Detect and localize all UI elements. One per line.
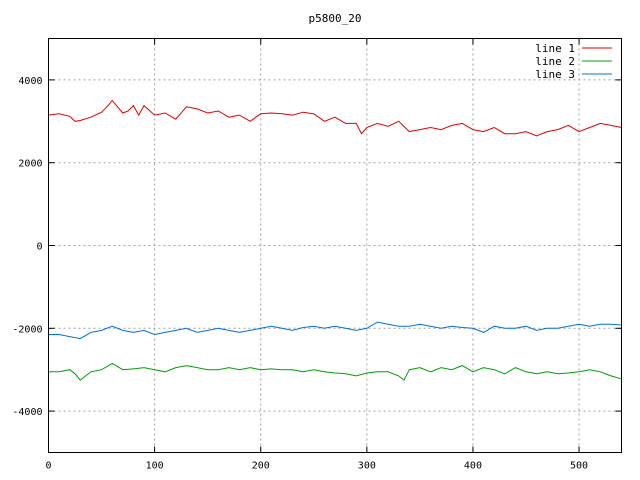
legend-label: line 3 xyxy=(535,68,575,81)
x-tick-label: 0 xyxy=(45,461,51,472)
x-tick-label: 500 xyxy=(570,461,588,472)
y-tick-label: -2000 xyxy=(12,324,42,335)
x-tick-label: 100 xyxy=(146,461,164,472)
grid-layer xyxy=(48,38,622,453)
legend-label: line 2 xyxy=(535,55,575,68)
y-tick-label: 4000 xyxy=(18,76,42,87)
x-tick-label: 300 xyxy=(358,461,376,472)
legend-label: line 1 xyxy=(535,42,575,55)
tick-layer: 0 100 200 300 400 500 -4000 -2000 0 2000 4000 xyxy=(12,38,622,472)
y-tick-label: -4000 xyxy=(12,407,42,418)
series-line-3 xyxy=(48,321,622,340)
series-line-1 xyxy=(48,99,622,137)
x-tick-label: 400 xyxy=(464,461,482,472)
y-tick-label: 2000 xyxy=(18,159,42,170)
chart-title: p5800_20 xyxy=(309,12,362,25)
series-line-2 xyxy=(48,362,622,381)
x-tick-label: 200 xyxy=(252,461,270,472)
series-layer xyxy=(48,99,622,381)
y-tick-label: 0 xyxy=(36,242,42,253)
